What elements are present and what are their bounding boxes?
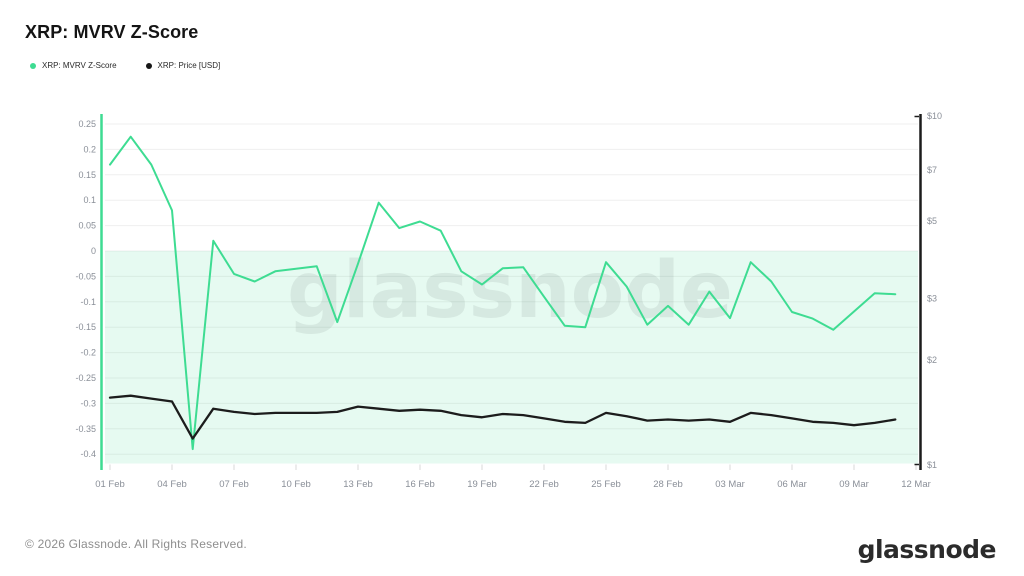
svg-text:09 Mar: 09 Mar bbox=[839, 479, 869, 490]
svg-text:0.1: 0.1 bbox=[83, 195, 96, 205]
svg-text:25 Feb: 25 Feb bbox=[591, 479, 621, 490]
right-axis-labels: $10 $7 $5 $3 $2 $1 bbox=[927, 111, 942, 470]
svg-text:$10: $10 bbox=[927, 111, 942, 121]
svg-text:0.25: 0.25 bbox=[78, 119, 96, 129]
svg-text:0.05: 0.05 bbox=[78, 221, 96, 231]
below-zero-band bbox=[105, 251, 918, 464]
svg-text:0: 0 bbox=[91, 246, 96, 256]
svg-text:$5: $5 bbox=[927, 216, 937, 226]
legend-label-price: XRP: Price [USD] bbox=[157, 61, 221, 70]
svg-text:01 Feb: 01 Feb bbox=[95, 479, 125, 490]
gridlines bbox=[105, 123, 918, 455]
svg-text:-0.1: -0.1 bbox=[80, 297, 96, 307]
legend-item-price[interactable]: XRP: Price [USD] bbox=[145, 61, 221, 70]
page-title: XRP: MVRV Z-Score bbox=[25, 22, 199, 42]
price-line bbox=[108, 394, 897, 440]
svg-text:12 Mar: 12 Mar bbox=[901, 479, 931, 490]
svg-text:$7: $7 bbox=[927, 165, 937, 175]
left-axis-labels: 0.25 0.2 0.15 0.1 0.05 0 -0.05 -0.1 -0.15 -0.2 -0.… bbox=[75, 119, 96, 459]
svg-text:16 Feb: 16 Feb bbox=[405, 479, 435, 490]
chart-legend: XRP: MVRV Z-Score XRP: Price [USD] bbox=[30, 61, 220, 70]
svg-text:0.2: 0.2 bbox=[83, 144, 96, 154]
svg-text:-0.35: -0.35 bbox=[75, 424, 96, 434]
svg-text:$1: $1 bbox=[927, 460, 937, 470]
legend-label-mvrv: XRP: MVRV Z-Score bbox=[42, 61, 117, 70]
svg-text:10 Feb: 10 Feb bbox=[281, 479, 311, 490]
svg-text:-0.4: -0.4 bbox=[80, 449, 96, 459]
svg-text:$2: $2 bbox=[927, 355, 937, 365]
svg-text:03 Mar: 03 Mar bbox=[715, 479, 745, 490]
legend-item-mvrv[interactable]: XRP: MVRV Z-Score bbox=[30, 61, 117, 70]
mvrv-line bbox=[109, 135, 897, 451]
svg-text:-0.25: -0.25 bbox=[75, 373, 96, 383]
glassnode-logo: glassnode bbox=[857, 535, 997, 564]
svg-text:13 Feb: 13 Feb bbox=[343, 479, 373, 490]
svg-text:0.15: 0.15 bbox=[78, 170, 96, 180]
svg-text:04 Feb: 04 Feb bbox=[157, 479, 187, 490]
svg-text:07 Feb: 07 Feb bbox=[219, 479, 249, 490]
legend-marker-price-icon bbox=[145, 62, 152, 69]
svg-text:06 Mar: 06 Mar bbox=[777, 479, 807, 490]
svg-text:19 Feb: 19 Feb bbox=[467, 479, 497, 490]
svg-text:-0.3: -0.3 bbox=[80, 398, 96, 408]
svg-text:28 Feb: 28 Feb bbox=[653, 479, 683, 490]
x-axis-labels: 01 Feb 04 Feb 07 Feb 10 Feb 13 Feb 16 Feb 19 F… bbox=[95, 464, 931, 490]
svg-text:-0.2: -0.2 bbox=[80, 348, 96, 358]
copyright-text: © 2026 Glassnode. All Rights Reserved. bbox=[25, 537, 247, 551]
watermark: glassnode bbox=[287, 246, 733, 336]
legend-marker-mvrv-icon bbox=[30, 62, 36, 69]
svg-text:-0.05: -0.05 bbox=[75, 271, 96, 281]
svg-text:-0.15: -0.15 bbox=[75, 322, 96, 332]
svg-text:$3: $3 bbox=[927, 294, 937, 304]
svg-text:22 Feb: 22 Feb bbox=[529, 479, 559, 490]
